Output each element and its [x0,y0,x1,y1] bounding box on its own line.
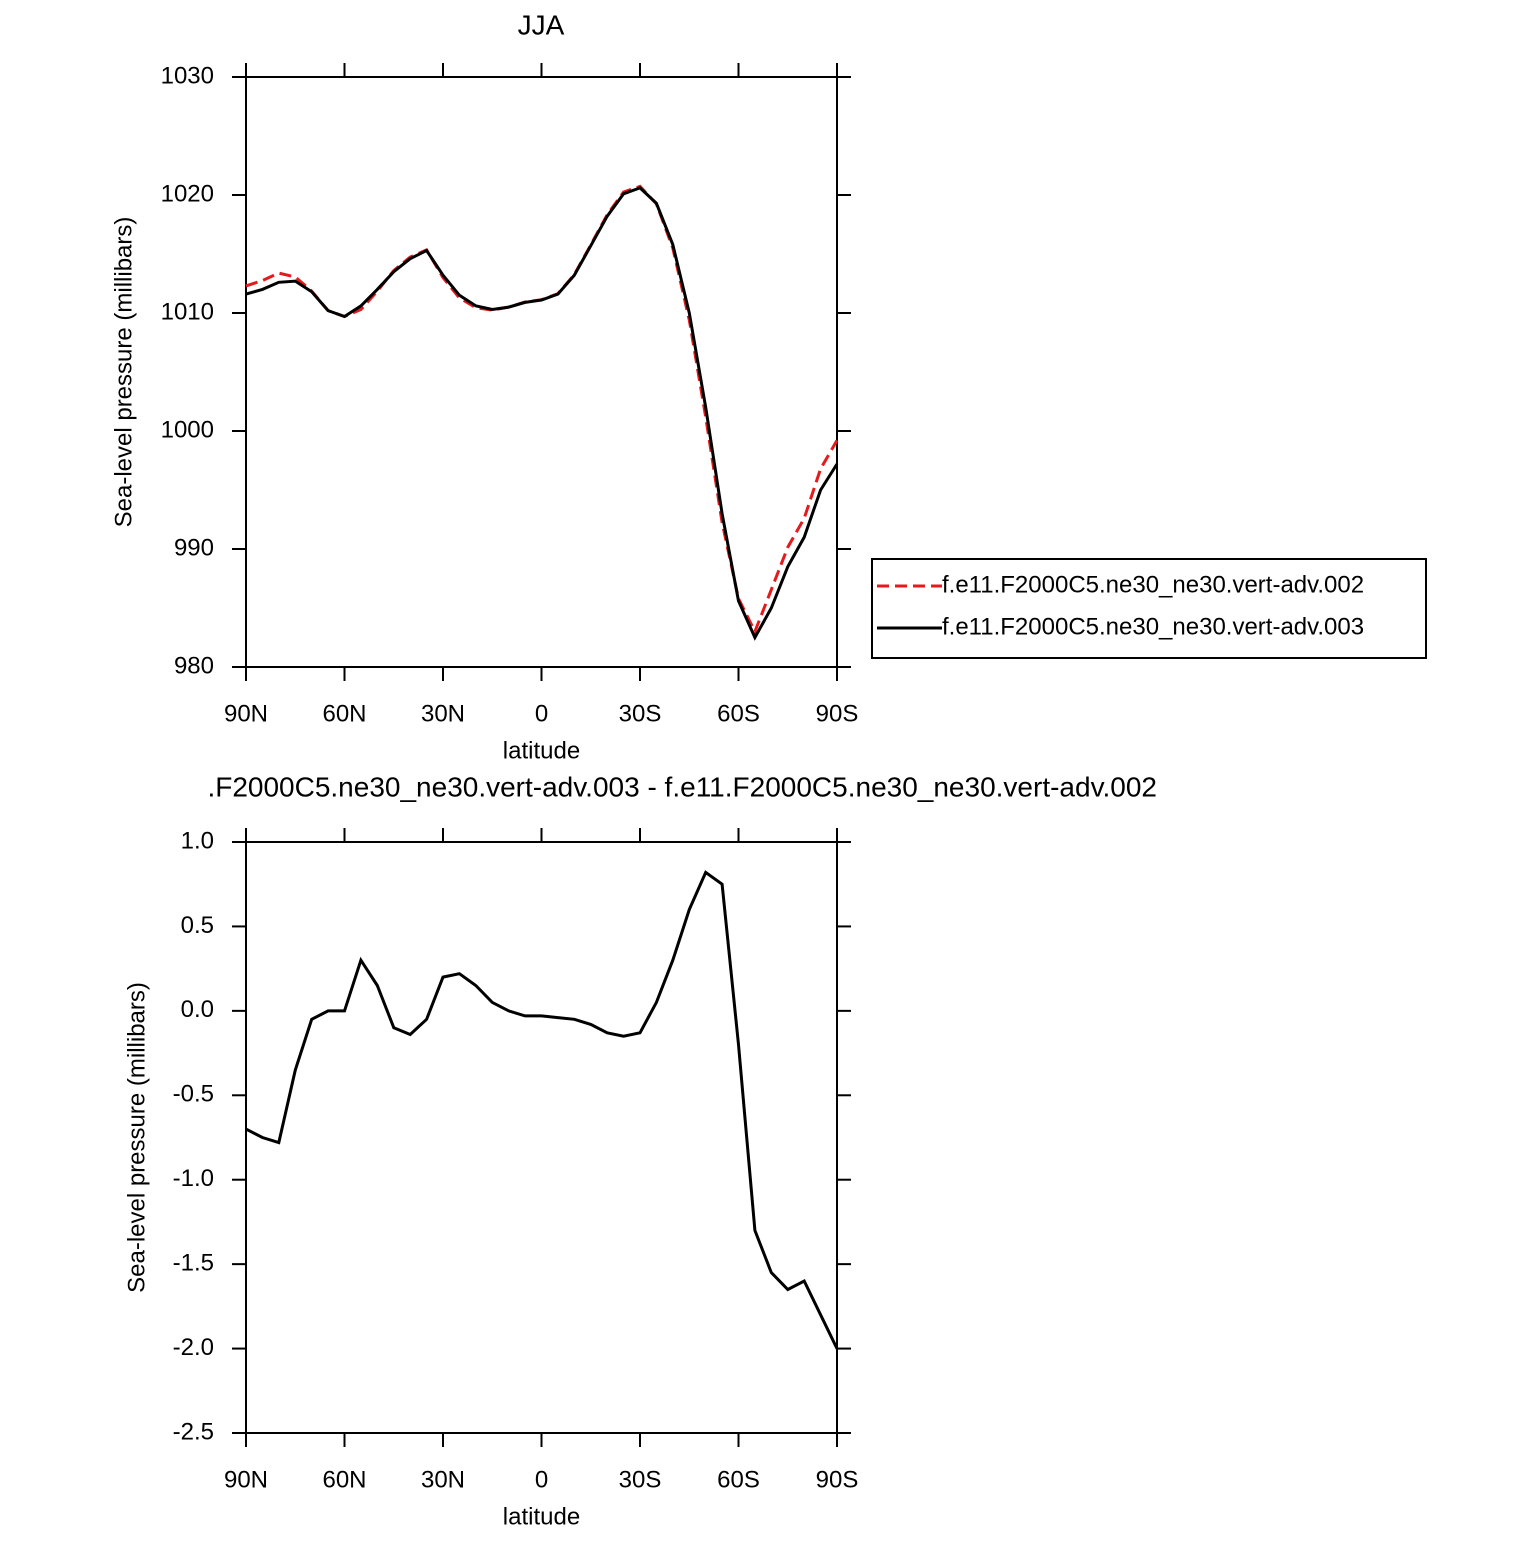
x-tick-label: 90S [816,1466,859,1493]
data-line [245,186,839,641]
y-axis-label: Sea-level pressure (millibars) [123,982,150,1293]
x-axis-label: latitude [503,1503,580,1530]
x-tick-label: 90S [816,700,859,727]
x-tick-label: 30N [421,700,465,727]
plot-frame [245,841,838,1434]
y-tick-label: -1.0 [173,1165,214,1192]
data-line [245,184,839,636]
x-axis-label: latitude [503,737,580,764]
x-tick-label: 60N [322,700,366,727]
y-tick-label: -0.5 [173,1081,214,1108]
x-tick-label: 30N [421,1466,465,1493]
x-tick-label: 60S [717,700,760,727]
chart-title: .F2000C5.ne30_ne30.vert-adv.003 - f.e11.… [207,771,1157,802]
y-axis-label: Sea-level pressure (millibars) [110,217,137,528]
x-tick-label: 60S [717,1466,760,1493]
y-tick-label: 1030 [161,62,214,89]
y-tick-label: 1010 [161,298,214,325]
x-tick-label: 30S [619,700,662,727]
plot-frame [245,76,838,668]
x-tick-label: 0 [535,700,548,727]
chart-title: JJA [518,9,565,40]
y-tick-label: -2.5 [173,1418,214,1445]
legend-label: f.e11.F2000C5.ne30_ne30.vert-adv.002 [942,571,1364,598]
y-tick-label: 1000 [161,416,214,443]
y-tick-label: 980 [174,652,214,679]
x-tick-label: 30S [619,1466,662,1493]
y-tick-label: 1.0 [181,827,214,854]
y-tick-label: 0.5 [181,912,214,939]
legend-label: f.e11.F2000C5.ne30_ne30.vert-adv.003 [942,613,1364,640]
x-tick-label: 90N [224,1466,268,1493]
y-tick-label: 1020 [161,180,214,207]
y-tick-label: 990 [174,534,214,561]
y-tick-label: 0.0 [181,996,214,1023]
x-tick-label: 60N [322,1466,366,1493]
x-tick-label: 90N [224,700,268,727]
legend-box [871,558,1427,659]
y-tick-label: -1.5 [173,1249,214,1276]
data-line [245,870,839,1350]
y-tick-label: -2.0 [173,1334,214,1361]
x-tick-label: 0 [535,1466,548,1493]
